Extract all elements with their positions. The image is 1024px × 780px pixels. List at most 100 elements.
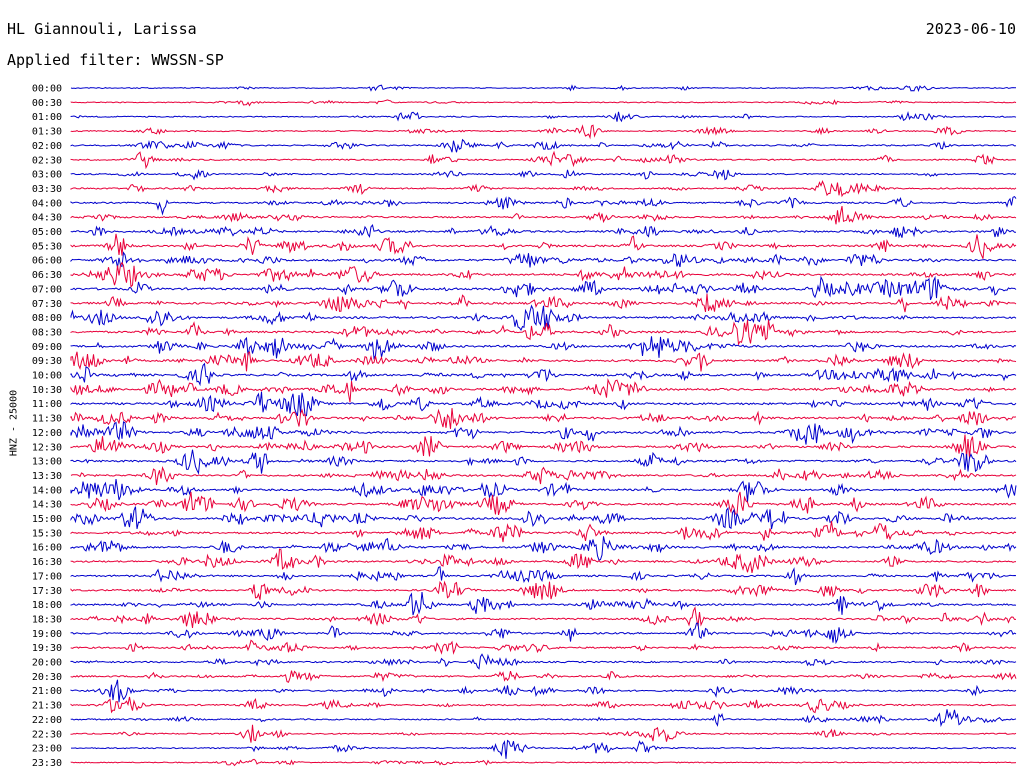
row-time-label: 05:30 xyxy=(32,241,62,252)
seismic-trace-row xyxy=(70,434,1017,459)
seismic-trace-row xyxy=(70,391,1017,417)
seismic-trace-row xyxy=(70,110,1017,123)
seismic-trace-row xyxy=(70,304,1017,332)
row-time-label: 19:00 xyxy=(32,629,62,640)
row-time-label: 22:30 xyxy=(32,729,62,740)
seismic-trace-row xyxy=(70,124,1017,140)
seismic-trace-row xyxy=(70,180,1017,198)
row-time-label: 04:00 xyxy=(32,198,62,209)
row-time-label: 10:00 xyxy=(32,371,62,382)
seismic-trace-row xyxy=(70,169,1017,181)
seismic-trace-row xyxy=(70,275,1017,301)
row-time-label: 00:00 xyxy=(32,84,62,95)
filter-label: Applied filter: WWSSN-SP xyxy=(7,51,224,69)
seismic-trace-row xyxy=(70,670,1017,683)
row-time-label: 07:00 xyxy=(32,284,62,295)
row-time-label: 20:30 xyxy=(32,672,62,683)
row-time-label: 09:00 xyxy=(32,342,62,353)
seismic-trace-row xyxy=(70,351,1017,372)
row-time-label: 03:30 xyxy=(32,184,62,195)
row-time-label: 12:00 xyxy=(32,428,62,439)
seismic-trace-row xyxy=(70,758,1017,767)
seismic-trace-row xyxy=(70,233,1017,259)
seismic-trace-row xyxy=(70,479,1017,503)
seismic-trace-row xyxy=(70,251,1017,268)
seismic-trace-row xyxy=(70,566,1017,586)
row-time-label: 15:00 xyxy=(32,514,62,525)
row-time-label: 00:30 xyxy=(32,98,62,109)
row-time-label: 21:30 xyxy=(32,701,62,712)
seismic-trace-row xyxy=(70,465,1017,486)
seismic-trace-row xyxy=(70,724,1017,743)
row-time-label: 23:00 xyxy=(32,744,62,755)
row-time-label: 13:00 xyxy=(32,457,62,468)
seismic-trace-row xyxy=(70,319,1017,346)
record-date: 2023-06-10 xyxy=(925,20,1016,38)
row-time-label: 20:00 xyxy=(32,658,62,669)
seismic-trace-row xyxy=(70,224,1016,239)
row-time-label: 21:00 xyxy=(32,686,62,697)
row-time-label: 13:30 xyxy=(32,471,62,482)
row-time-label: 18:30 xyxy=(32,614,62,625)
row-time-label: 18:00 xyxy=(32,600,62,611)
seismic-trace-row xyxy=(70,653,1017,670)
seismic-trace-row xyxy=(70,592,1017,616)
row-time-label: 15:30 xyxy=(32,528,62,539)
seismic-trace-row xyxy=(70,362,1017,387)
row-time-label: 06:30 xyxy=(32,270,62,281)
seismic-trace-row xyxy=(70,293,1017,313)
row-time-label: 12:30 xyxy=(32,442,62,453)
seismic-trace-row xyxy=(70,378,1017,403)
row-time-label: 08:30 xyxy=(32,327,62,338)
row-time-label: 04:30 xyxy=(32,213,62,224)
seismic-trace-row xyxy=(70,195,1017,216)
row-time-label: 01:30 xyxy=(32,127,62,138)
row-time-label: 14:30 xyxy=(32,500,62,511)
row-time-label: 02:00 xyxy=(32,141,62,152)
row-time-label: 11:30 xyxy=(32,414,62,425)
seismic-trace-row xyxy=(70,506,1017,530)
row-time-label: 07:30 xyxy=(32,299,62,310)
seismic-trace-row xyxy=(70,679,1017,703)
row-time-label: 03:00 xyxy=(32,170,62,181)
seismic-trace-row xyxy=(70,336,1017,360)
row-time-label: 23:30 xyxy=(32,758,62,769)
seismic-trace-row xyxy=(70,606,1016,628)
station-title: HL Giannouli, Larissa xyxy=(7,20,197,38)
row-time-label: 16:30 xyxy=(32,557,62,568)
row-time-label: 08:00 xyxy=(32,313,62,324)
seismic-trace-row xyxy=(70,138,1017,153)
row-time-label: 05:00 xyxy=(32,227,62,238)
seismic-trace-row xyxy=(70,261,1017,288)
seismic-trace-row xyxy=(70,150,1017,170)
seismic-trace-row xyxy=(70,622,1017,645)
row-time-label: 17:30 xyxy=(32,586,62,597)
row-time-label: 17:00 xyxy=(32,571,62,582)
seismic-trace-row xyxy=(70,709,1017,728)
seismic-trace-row xyxy=(70,99,1017,107)
row-time-label: 11:00 xyxy=(32,399,62,410)
row-time-label: 09:30 xyxy=(32,356,62,367)
seismic-trace-row xyxy=(70,206,1017,225)
seismic-trace-row xyxy=(70,696,1017,714)
row-time-label: 02:30 xyxy=(32,155,62,166)
seismic-trace-row xyxy=(70,521,1017,543)
row-time-label: 01:00 xyxy=(32,112,62,123)
row-time-label: 16:00 xyxy=(32,543,62,554)
seismic-trace-row xyxy=(70,449,1017,475)
row-time-label: 22:00 xyxy=(32,715,62,726)
seismic-trace-row xyxy=(70,421,1017,445)
row-time-label: 06:00 xyxy=(32,256,62,267)
row-time-label: 10:30 xyxy=(32,385,62,396)
seismic-trace-row xyxy=(70,548,1017,574)
seismic-trace-row xyxy=(70,84,1016,92)
seismic-trace-row xyxy=(71,739,1017,759)
row-time-label: 14:00 xyxy=(32,485,62,496)
row-time-label: 19:30 xyxy=(32,643,62,654)
seismic-trace-row xyxy=(70,639,1017,655)
seismic-trace-row xyxy=(70,408,1017,429)
seismic-trace-row xyxy=(70,491,1017,516)
seismic-trace-row xyxy=(70,580,1017,600)
seismic-trace-row xyxy=(70,536,1017,561)
